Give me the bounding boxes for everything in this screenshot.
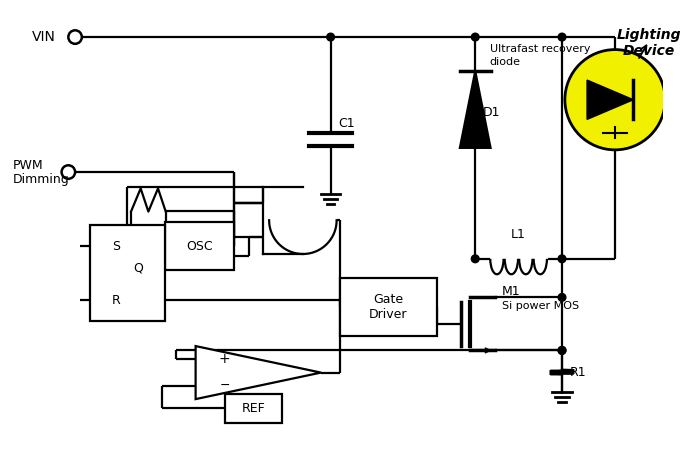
Circle shape (558, 294, 566, 301)
Text: Device: Device (623, 44, 675, 58)
FancyBboxPatch shape (165, 222, 234, 271)
Circle shape (558, 33, 566, 41)
Circle shape (471, 255, 479, 263)
Text: Gate
Driver: Gate Driver (369, 293, 408, 321)
Polygon shape (460, 71, 490, 148)
FancyBboxPatch shape (90, 225, 165, 321)
Text: PWM: PWM (12, 159, 43, 172)
FancyBboxPatch shape (225, 394, 282, 423)
Text: C1: C1 (338, 117, 355, 130)
Text: diode: diode (490, 57, 521, 67)
Text: R: R (112, 294, 121, 307)
Circle shape (558, 255, 566, 263)
Text: −: − (219, 380, 229, 392)
Text: REF: REF (242, 402, 265, 415)
Text: M1: M1 (502, 285, 521, 298)
Text: D1: D1 (483, 106, 501, 119)
Circle shape (327, 33, 334, 41)
Circle shape (471, 33, 479, 41)
Text: L1: L1 (511, 228, 526, 242)
Text: VIN: VIN (32, 30, 55, 44)
Circle shape (565, 49, 665, 150)
Text: Dimming: Dimming (12, 173, 69, 186)
Polygon shape (587, 80, 634, 119)
Circle shape (558, 346, 566, 354)
Text: Lighting: Lighting (616, 28, 681, 42)
Text: Ultrafast recovery: Ultrafast recovery (490, 44, 590, 54)
Text: R1: R1 (570, 365, 586, 379)
Circle shape (558, 346, 566, 354)
FancyBboxPatch shape (340, 278, 436, 336)
Text: Q: Q (134, 262, 143, 275)
Text: S: S (112, 240, 120, 253)
Polygon shape (196, 346, 321, 399)
Text: Si power MOS: Si power MOS (502, 301, 580, 311)
Text: +: + (219, 352, 230, 366)
Text: OSC: OSC (186, 240, 213, 253)
